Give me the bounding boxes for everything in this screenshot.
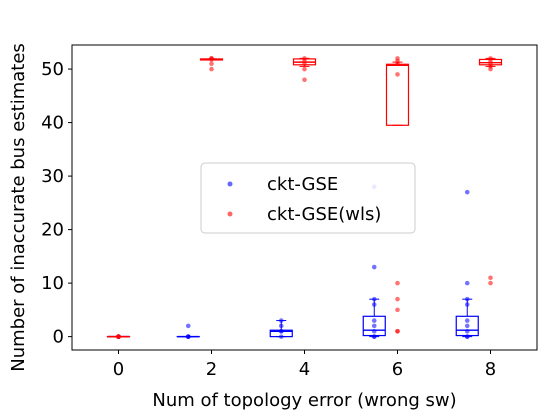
legend-label: ckt-GSE(wls) (267, 204, 381, 225)
ckt-gse-point (464, 323, 470, 329)
ckt-gse-wls-point (488, 56, 493, 61)
y-tick-label: 50 (41, 59, 64, 80)
ckt-gse-point (371, 264, 377, 270)
legend-box (200, 162, 416, 234)
ckt-gse-point (278, 323, 284, 329)
ckt-gse-wls-point (395, 307, 400, 313)
plot-area (106, 56, 503, 339)
ckt-gse-point (185, 334, 191, 339)
ckt-gse-point (464, 334, 470, 339)
ckt-gse-point (278, 334, 284, 339)
ckt-gse-wls-point (209, 66, 214, 72)
ckt-gse-point (464, 189, 470, 195)
ckt-gse-point (278, 318, 284, 323)
ckt-gse-wls-point (302, 66, 307, 72)
axes: 0 2 4 6 8 0 10 20 30 40 50 (41, 44, 538, 380)
ckt-gse-point (464, 328, 470, 334)
x-tick-label: 2 (206, 359, 217, 380)
x-tick-label: 8 (485, 359, 496, 380)
ckt-gse-wls-point (302, 56, 307, 61)
ckt-gse-point (185, 323, 191, 329)
ckt-gse-wls-point (395, 328, 400, 334)
ckt-gse-point (464, 280, 470, 286)
ckt-gse-wls-point (209, 56, 214, 61)
ckt-gse-wls-point (302, 77, 307, 83)
ckt-gse-wls-point (395, 56, 400, 61)
ckt-gse-point (371, 334, 377, 339)
ckt-gse-point (464, 318, 470, 323)
ckt-gse-point (371, 318, 377, 323)
ckt-gse-wls-point (488, 275, 493, 281)
ckt-gse-wls-point (395, 280, 400, 286)
ckt-gse-point (464, 302, 470, 307)
x-tick-label: 0 (113, 359, 124, 380)
ckt-gse-point (371, 302, 377, 307)
legend-marker (227, 181, 233, 187)
ckt-gse-wls-point (488, 280, 493, 286)
ckt-gse-wls-point (395, 296, 400, 302)
ckt-gse-point (371, 328, 377, 334)
y-tick-label: 10 (41, 273, 64, 294)
x-axis-label: Num of topology error (wrong sw) (152, 390, 456, 411)
ckt-gse-point (278, 328, 284, 334)
legend-label: ckt-GSE (267, 174, 338, 195)
legend-marker (227, 211, 233, 217)
y-tick-label: 40 (41, 113, 64, 134)
ckt-gse-wls-point (395, 72, 400, 77)
x-tick-label: 4 (299, 359, 310, 380)
y-tick-label: 0 (53, 327, 64, 348)
ckt-gse-point (371, 296, 377, 302)
legend: ckt-GSE ckt-GSE(wls) (200, 162, 416, 234)
x-tick-label: 6 (392, 359, 403, 380)
ckt-gse-point (464, 296, 470, 302)
y-tick-label: 30 (41, 166, 64, 187)
y-tick-label: 20 (41, 220, 64, 241)
ckt-gse-point (371, 323, 377, 329)
y-axis-label: Number of inaccurate bus estimates (8, 43, 29, 372)
ckt-gse-wls-point (209, 61, 214, 67)
ckt-gse-wls-point (116, 334, 121, 339)
